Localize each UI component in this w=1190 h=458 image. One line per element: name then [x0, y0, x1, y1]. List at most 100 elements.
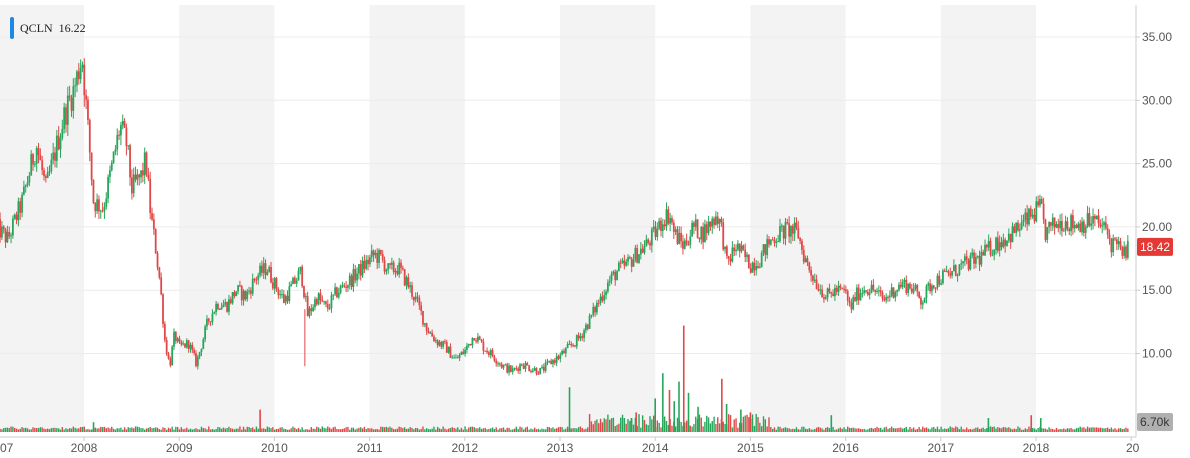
candle-body — [387, 263, 390, 270]
candle-body — [127, 145, 130, 147]
candle-body — [336, 287, 338, 298]
volume-bar — [1033, 428, 1036, 432]
candle-body — [586, 324, 589, 329]
volume-bar — [191, 429, 194, 432]
volume-bar — [37, 428, 40, 432]
volume-bar — [497, 429, 499, 432]
candle-body — [1020, 222, 1023, 229]
candle-body — [94, 203, 97, 212]
candle-body — [120, 125, 122, 136]
candle-body — [1059, 221, 1061, 229]
candle-body — [782, 225, 785, 239]
candle-body — [220, 307, 223, 310]
candle-body — [947, 271, 950, 274]
x-tick-label: 2014 — [642, 441, 669, 455]
candle-body — [674, 229, 677, 232]
candle-body — [87, 99, 89, 120]
candle-body — [6, 231, 9, 243]
candle-body — [808, 262, 811, 271]
candle-body — [1104, 222, 1107, 229]
candle-body — [385, 269, 388, 272]
candle-body — [746, 254, 748, 258]
volume-bar — [885, 426, 887, 432]
legend-value: 16.22 — [58, 20, 86, 35]
volume-bar — [46, 428, 49, 432]
volume-bar — [444, 428, 446, 432]
volume-bar — [722, 421, 724, 432]
volume-bar — [614, 426, 616, 432]
legend[interactable]: QCLN 16.22 — [10, 17, 86, 39]
volume-bar — [753, 425, 756, 432]
volume-bar — [762, 416, 765, 432]
candle-body — [815, 279, 818, 289]
volume-bar — [826, 427, 829, 432]
volume-bar — [581, 427, 583, 432]
x-axis: 07 2008 2009 2010 2011 2012 2013 2014 2015 2016 20… — [0, 437, 1140, 455]
candle-body — [288, 286, 291, 302]
candle-body — [43, 170, 45, 177]
candle-body — [899, 284, 902, 288]
volume-bar — [438, 428, 441, 432]
candle-body — [676, 229, 679, 244]
volume-bar — [413, 429, 415, 432]
volume-bar — [321, 426, 323, 432]
volume-spike — [630, 418, 633, 432]
candle-body — [799, 238, 802, 241]
volume-bar — [623, 417, 626, 432]
candle-body — [1097, 215, 1100, 224]
volume-bar — [977, 427, 979, 432]
volume-bar — [1009, 428, 1012, 432]
candle-body — [143, 152, 146, 176]
volume-bar — [286, 429, 289, 432]
candle-body — [482, 341, 485, 351]
candle-body — [810, 270, 813, 276]
volume-bar — [1101, 428, 1103, 432]
candle-body — [486, 350, 488, 353]
candle-body — [326, 304, 329, 309]
candle-body — [901, 282, 904, 288]
x-tick-label: 2016 — [832, 441, 859, 455]
volume-bar — [847, 426, 849, 432]
candle-body — [544, 362, 547, 371]
volume-bar — [277, 428, 280, 432]
volume-bar — [81, 426, 84, 432]
volume-bar — [757, 417, 759, 432]
volume-bar — [1042, 428, 1045, 432]
volume-bar — [336, 429, 338, 432]
candle-body — [110, 162, 113, 171]
candle-body — [517, 368, 520, 371]
candle-body — [1000, 242, 1003, 248]
volume-bar — [773, 427, 776, 432]
candle-body — [493, 356, 496, 361]
volume-bar — [477, 428, 479, 432]
candle-body — [996, 237, 999, 251]
candle-body — [1028, 208, 1030, 225]
volume-bar — [861, 429, 864, 432]
candle-body — [575, 335, 578, 347]
candle-body — [812, 275, 814, 281]
candle-body — [319, 293, 322, 300]
candle-body — [835, 287, 838, 292]
candle-body — [1, 226, 3, 238]
candle-body — [601, 296, 604, 301]
volume-bar — [67, 429, 69, 432]
volume-bar — [392, 429, 395, 432]
candle-body — [405, 277, 408, 286]
volume-bar — [85, 429, 87, 432]
candle-body — [844, 289, 847, 292]
volume-bar — [153, 427, 155, 432]
volume-bar — [770, 426, 772, 432]
volume-bar — [850, 427, 853, 432]
volume-bar — [43, 428, 45, 432]
volume-bar — [782, 427, 785, 432]
volume-bar — [1123, 428, 1125, 432]
volume-bar — [993, 426, 995, 432]
volume-bar — [768, 417, 770, 432]
volume-bar — [759, 422, 761, 432]
volume-spike — [259, 409, 261, 432]
volume-bar — [25, 427, 27, 432]
volume-bar — [557, 427, 560, 432]
volume-bar — [713, 416, 715, 432]
candle-body — [90, 152, 93, 181]
